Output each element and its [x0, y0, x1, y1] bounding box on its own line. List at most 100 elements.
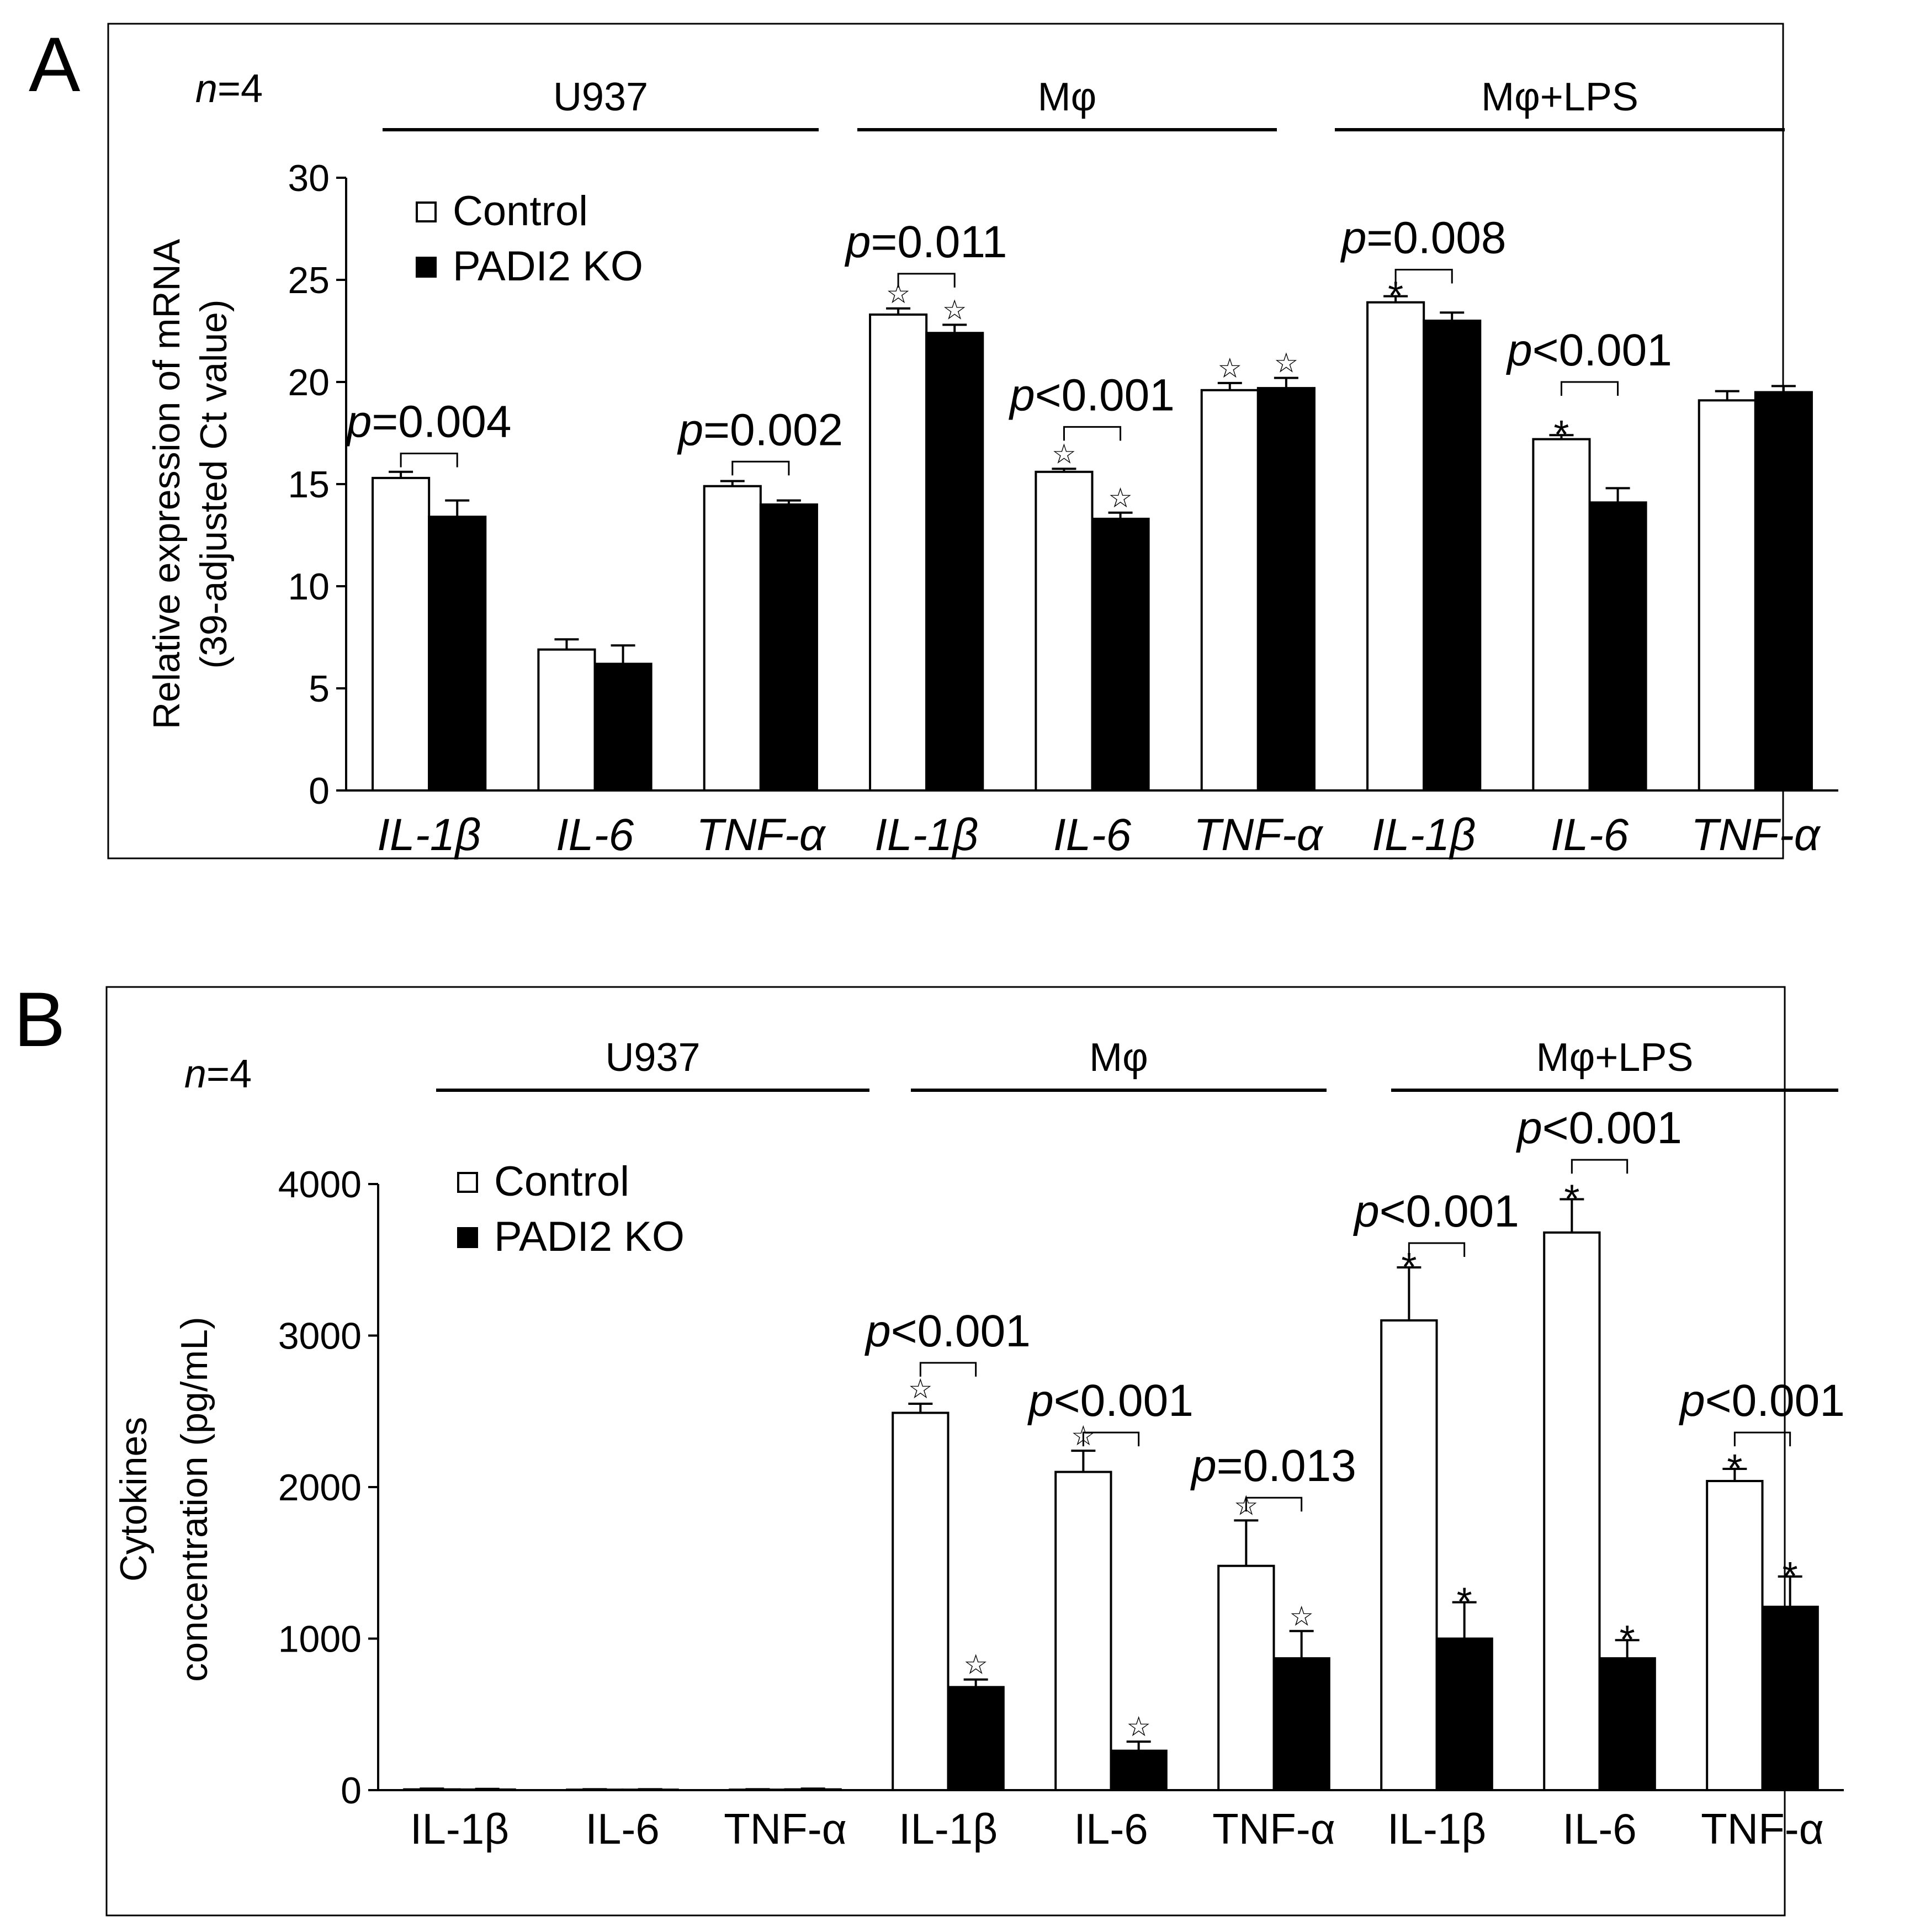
panel-b-y-tick-label: 3000: [278, 1315, 362, 1357]
panel-a-bar-control: [1366, 301, 1425, 792]
panel-a-p-value-italic: p: [1008, 370, 1035, 420]
panel-a-n-label: n=4: [195, 67, 263, 111]
panel-b-legend-swatch: [457, 1227, 478, 1248]
panel-b-x-tick-label: IL-1β: [899, 1804, 998, 1853]
panel-b-p-value-italic: p: [864, 1306, 891, 1356]
panel-b-y-tick-label: 0: [341, 1770, 362, 1812]
panel-a-significance-marker: *: [1553, 413, 1569, 457]
panel-a-group-label: Mφ+LPS: [1481, 75, 1638, 119]
panel-b-p-value: p=0.013: [1190, 1441, 1356, 1491]
panel-b-x-tick-label: TNF-α: [1701, 1804, 1824, 1853]
panel-b-p-value-italic: p: [1515, 1103, 1542, 1153]
panel-a-p-value: p=0.008: [1340, 213, 1507, 263]
panel-a-significance-marker: ☆: [942, 294, 967, 325]
panel-b-significance-marker: *: [1564, 1177, 1579, 1221]
panel-a-legend-label: PADI2 KO: [453, 243, 643, 290]
panel-a-x-tick-label: IL-6: [1551, 810, 1629, 860]
panel-a-p-bracket: [400, 453, 458, 468]
panel-a-p-value: p=0.004: [345, 397, 512, 447]
panel-b-p-value-italic: p: [1190, 1441, 1217, 1491]
panel-a-p-value: p<0.001: [1505, 325, 1672, 375]
panel-a-significance-marker: ☆: [1217, 353, 1242, 384]
panel-a-bar-padi2-ko: [1091, 517, 1150, 792]
panel-a-p-value-value: <0.001: [1035, 370, 1175, 420]
panel-b-n-label-value: =4: [206, 1052, 252, 1096]
panel-a-p-value: p<0.001: [1008, 370, 1175, 420]
panel-a-bar-control: [372, 476, 431, 792]
panel-b-significance-marker: *: [1457, 1580, 1472, 1625]
panel-a-p-value-value: =0.004: [372, 397, 511, 447]
panel-b-p-value: p<0.001: [1027, 1376, 1194, 1426]
panel-b-significance-marker: ☆: [1126, 1711, 1151, 1742]
panel-a-significance-marker: ☆: [1052, 438, 1076, 469]
panel-a-significance-marker: ☆: [1274, 348, 1298, 379]
panel-a-significance-marker: ☆: [1108, 482, 1133, 513]
panel-a-bar-padi2-ko: [593, 662, 653, 792]
panel-b-x-tick-label: IL-1β: [410, 1804, 509, 1853]
panel-b-p-value-value: =0.013: [1217, 1441, 1356, 1491]
panel-b-group-label: Mφ+LPS: [1536, 1036, 1694, 1080]
panel-b-p-value: p<0.001: [864, 1306, 1031, 1356]
panel-a-bar-control: [1698, 399, 1757, 792]
panel-a-bar-padi2-ko: [759, 503, 818, 792]
panel-a-p-value-italic: p: [676, 405, 703, 455]
panel-b-y-tick-label: 2000: [278, 1467, 362, 1509]
panel-b-p-value: p<0.001: [1678, 1376, 1845, 1426]
panel-b-p-bracket: [1408, 1242, 1466, 1257]
panel-b-y-tick-label: 1000: [278, 1618, 362, 1660]
panel-a-p-value-italic: p: [1340, 213, 1367, 263]
panel-b-bar-padi2-ko: [1598, 1657, 1656, 1792]
panel-a-x-tick-label: TNF-α: [696, 810, 826, 860]
panel-b-significance-marker: ☆: [1289, 1601, 1314, 1632]
panel-b-p-value-value: <0.001: [1542, 1103, 1682, 1153]
panel-b-y-axis-label: concentration (pg/mL): [173, 1317, 215, 1681]
panel-a-x-tick-label: IL-6: [1053, 810, 1132, 860]
panel-b-legend-swatch: [457, 1172, 478, 1193]
panel-b-x-tick-label: TNF-α: [724, 1804, 847, 1853]
panel-a-bar-padi2-ko: [1256, 387, 1316, 792]
panel-b-bar-padi2-ko: [1110, 1749, 1168, 1791]
panel-a-y-tick-label: 20: [288, 362, 330, 404]
panel-a-y-tick-label: 15: [288, 464, 330, 506]
panel-a-bar-padi2-ko: [925, 332, 984, 792]
panel-b-legend-label: PADI2 KO: [494, 1213, 685, 1260]
panel-b-p-value-value: <0.001: [1380, 1186, 1519, 1236]
panel-a-y-tick-label: 30: [288, 157, 330, 199]
panel-b-bar-padi2-ko: [1272, 1657, 1330, 1792]
panel-a-y-axis-label: (39-adjusted Ct value): [193, 299, 235, 668]
panel-b-p-bracket: [1245, 1496, 1303, 1512]
panel-a-y-tick-label: 0: [309, 770, 330, 812]
panel-a-p-value-value: =0.011: [871, 217, 1007, 267]
panel-b-p-value-value: <0.001: [891, 1306, 1031, 1356]
panel-b-significance-marker: *: [1620, 1618, 1635, 1662]
panel-b-group-label: U937: [605, 1036, 700, 1080]
panel-a-p-bracket: [1394, 269, 1453, 284]
panel-b-y-tick-label: 4000: [278, 1164, 362, 1206]
panel-a-p-bracket: [897, 273, 956, 288]
panel-b-p-value: p<0.001: [1515, 1103, 1682, 1153]
panel-a-bar-padi2-ko: [1423, 320, 1482, 792]
panel-b-p-bracket: [919, 1362, 977, 1377]
panel-a-x-tick-label: IL-1β: [1372, 810, 1476, 860]
panel-a-y-tick-label: 25: [288, 259, 330, 301]
panel-a-x-tick-label: IL-1β: [874, 810, 978, 860]
panel-b-x-tick-label: IL-6: [1562, 1804, 1636, 1853]
panel-a-bar-control: [537, 648, 596, 792]
panel-b-frame: [105, 986, 1786, 1917]
panel-a-bar-padi2-ko: [1754, 391, 1813, 792]
panel-b-p-value-italic: p: [1027, 1376, 1054, 1426]
panel-a-p-value-value: =0.002: [703, 405, 843, 455]
panel-a-label: A: [29, 21, 81, 108]
panel-b-p-value-value: <0.001: [1705, 1376, 1845, 1426]
panel-b-bar-padi2-ko: [1435, 1637, 1493, 1791]
panel-b-group-label: Mφ: [1089, 1036, 1148, 1080]
panel-a-bar-control: [703, 485, 762, 792]
panel-b-bar-control: [1380, 1319, 1438, 1792]
panel-a-bar-control: [1200, 389, 1259, 792]
panel-a-y-tick-label: 5: [309, 668, 330, 710]
panel-b-label: B: [14, 976, 65, 1063]
panel-a-y-tick-label: 10: [288, 566, 330, 608]
panel-b-n-label: n=4: [184, 1052, 252, 1096]
panel-b-significance-marker: ☆: [963, 1649, 988, 1680]
